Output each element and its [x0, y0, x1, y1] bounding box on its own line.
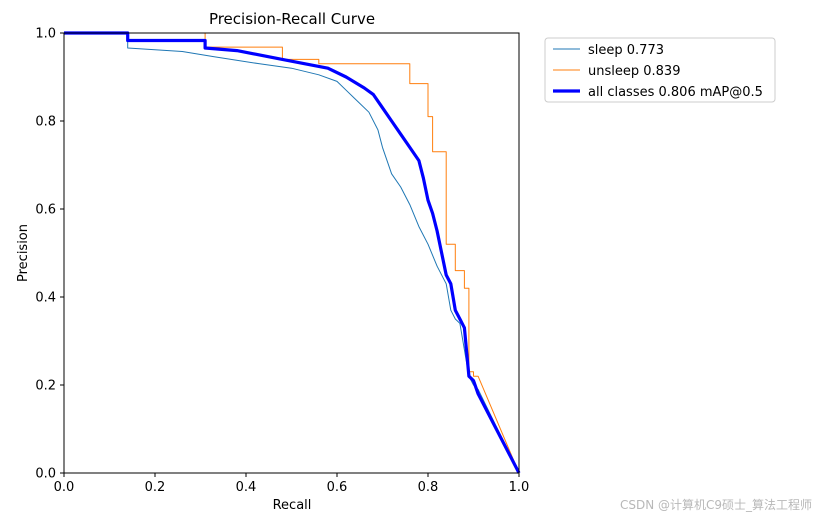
y-tick-label: 0.6 — [35, 203, 56, 218]
y-tick-label: 0.0 — [35, 467, 56, 482]
x-tick-label: 0.6 — [327, 480, 348, 495]
legend-label: unsleep 0.839 — [588, 64, 680, 79]
x-tick-label: 0.2 — [145, 480, 166, 495]
legend: sleep 0.773 unsleep 0.839 all classes 0.80… — [544, 37, 776, 103]
series-line-2 — [64, 31, 521, 474]
y-axis: 0.0 0.2 0.4 0.6 0.8 1.0 — [35, 27, 64, 482]
plot-frame — [63, 32, 520, 474]
chart-title: Precision-Recall Curve — [209, 10, 375, 28]
legend-label: sleep 0.773 — [588, 43, 664, 58]
series-layer — [64, 31, 521, 474]
watermark: CSDN @计算机C9硕士_算法工程师 — [619, 498, 812, 512]
x-tick-label: 1.0 — [509, 480, 530, 495]
series-line-0 — [64, 32, 520, 474]
y-tick-label: 1.0 — [35, 27, 56, 42]
x-axis: 0.0 0.2 0.4 0.6 0.8 1.0 — [54, 473, 530, 495]
y-tick-label: 0.4 — [35, 291, 56, 306]
x-tick-label: 0.0 — [54, 480, 75, 495]
plot-area — [64, 33, 519, 473]
y-tick-label: 0.8 — [35, 115, 56, 130]
legend-label: all classes 0.806 mAP@0.5 — [588, 85, 763, 100]
x-axis-label: Recall — [273, 498, 312, 513]
y-tick-label: 0.2 — [35, 379, 56, 394]
x-tick-label: 0.8 — [418, 480, 439, 495]
y-axis-label: Precision — [16, 224, 31, 282]
x-tick-label: 0.4 — [236, 480, 257, 495]
legend-box — [544, 37, 776, 103]
